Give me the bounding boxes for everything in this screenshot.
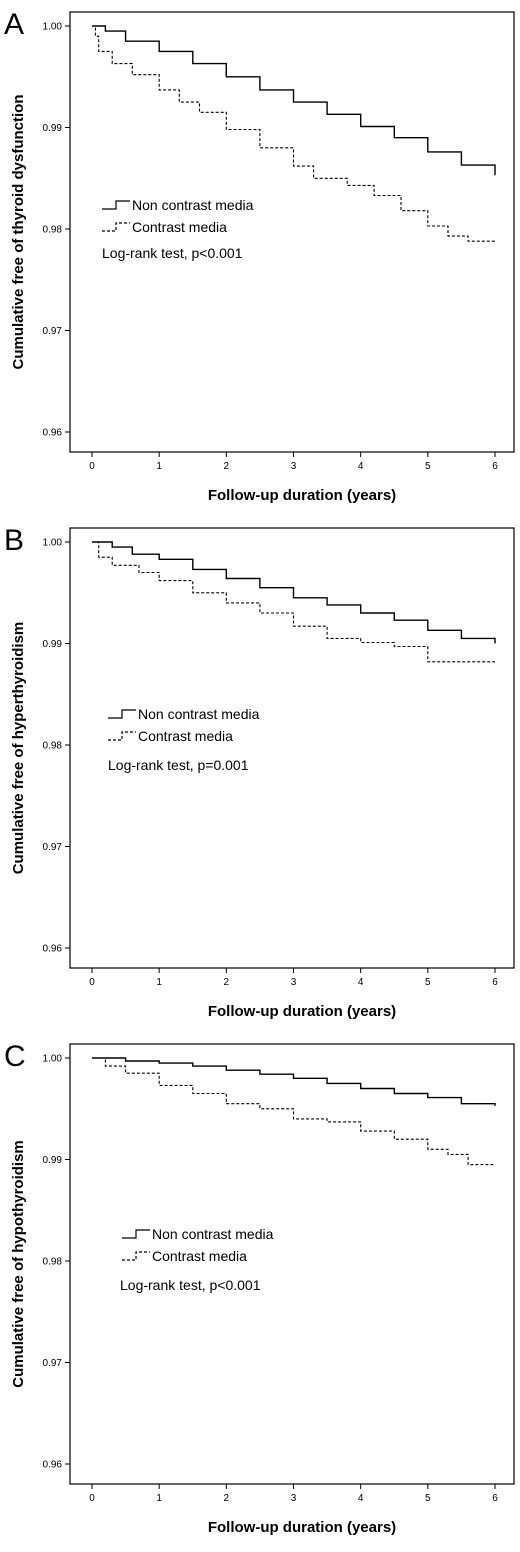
x-tick-label: 0 [89,461,95,472]
x-tick-label: 0 [89,977,95,988]
y-tick-label: 0.98 [43,1257,63,1268]
legend-label: Non contrast media [132,197,254,213]
y-axis-label: Cumulative free of thyroid dysfunction [10,94,27,369]
legend-dashed-line-icon [102,222,130,232]
y-tick-label: 0.99 [43,639,63,650]
y-axis-label: Cumulative free of hypothyroidism [10,1140,27,1388]
chart-panel-a: A 0.96 0.97 0.98 0.99 1.00 0 1 2 3 4 5 6 Follow-up du… [4,8,515,504]
legend-label: Non contrast media [138,706,260,722]
legend-solid-line-icon [108,709,136,719]
x-tick-label: 2 [224,977,230,988]
legend-label: Contrast media [152,1248,247,1264]
legend-solid-line-icon [102,200,130,210]
x-tick-label: 6 [492,977,498,988]
y-tick-label: 0.96 [43,428,63,439]
y-tick-label: 0.98 [43,741,63,752]
chart-panel-b: B 0.96 0.97 0.98 0.99 1.00 0 1 2 3 4 5 6 Follow-up du… [4,524,515,1020]
x-axis-label: Follow-up duration (years) [208,1003,396,1020]
x-tick-label: 6 [492,1493,498,1504]
x-tick-label: 1 [156,1493,162,1504]
legend-label: Contrast media [132,219,227,235]
y-tick-label: 0.98 [43,225,63,236]
y-tick-label: 0.97 [43,326,63,337]
legend-dashed-line-icon [108,731,136,741]
x-axis-label: Follow-up duration (years) [208,487,396,504]
y-axis-label: Cumulative free of hyperthyroidism [10,622,27,875]
panel-label: A [4,8,24,41]
x-tick-label: 3 [291,461,297,472]
contrast-media-curve [92,25,495,242]
y-tick-label: 0.97 [43,1358,63,1369]
x-tick-label: 4 [358,461,364,472]
y-tick-label: 0.97 [43,842,63,853]
legend-label: Non contrast media [152,1226,274,1242]
legend-label: Contrast media [138,728,233,744]
log-rank-annotation: Log-rank test, p<0.001 [120,1277,261,1293]
x-tick-label: 2 [224,461,230,472]
plot-frame [69,527,515,969]
x-tick-label: 5 [425,977,431,988]
y-tick-label: 0.99 [43,1155,63,1166]
x-tick-label: 4 [358,1493,364,1504]
non-contrast-media-curve [92,1057,496,1106]
log-rank-annotation: Log-rank test, p=0.001 [108,757,249,773]
legend: Non contrast media Contrast media [108,706,260,744]
chart-panel-c: C 0.96 0.97 0.98 0.99 1.00 0 1 2 3 4 5 6 Follow-up du… [4,1040,515,1536]
non-contrast-media-curve [92,25,496,176]
contrast-media-curve [92,1057,495,1166]
y-tick-label: 1.00 [43,22,63,33]
x-tick-label: 1 [156,461,162,472]
x-tick-label: 2 [224,1493,230,1504]
log-rank-annotation: Log-rank test, p<0.001 [102,245,243,261]
y-tick-label: 1.00 [43,1054,63,1065]
x-tick-label: 3 [291,977,297,988]
plot-frame [69,11,515,453]
x-tick-label: 3 [291,1493,297,1504]
panel-label: C [4,1040,26,1073]
x-tick-label: 5 [425,1493,431,1504]
x-axis-label: Follow-up duration (years) [208,1519,396,1536]
y-tick-label: 0.96 [43,1460,63,1471]
legend: Non contrast media Contrast media [122,1226,274,1264]
x-tick-label: 4 [358,977,364,988]
panel-label: B [4,524,24,557]
contrast-media-curve [92,541,495,663]
plot-frame [69,1043,515,1485]
y-tick-label: 0.99 [43,123,63,134]
x-tick-label: 0 [89,1493,95,1504]
legend-solid-line-icon [122,1229,150,1239]
legend: Non contrast media Contrast media [102,197,254,235]
y-tick-label: 1.00 [43,538,63,549]
non-contrast-media-curve [92,541,496,644]
y-tick-label: 0.96 [43,944,63,955]
x-tick-label: 5 [425,461,431,472]
legend-dashed-line-icon [122,1251,150,1261]
x-tick-label: 6 [492,461,498,472]
x-tick-label: 1 [156,977,162,988]
